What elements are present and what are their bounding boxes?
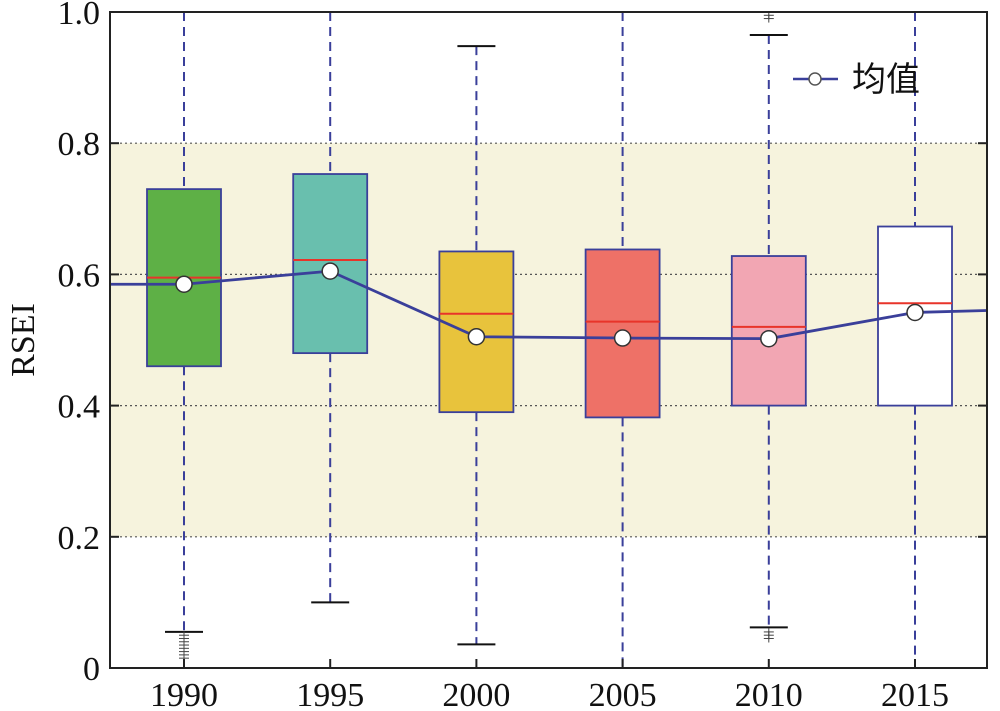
shaded-band xyxy=(110,143,987,537)
legend-marker-swatch xyxy=(808,72,822,86)
mean-marker-2015 xyxy=(906,303,924,322)
grid-lines xyxy=(110,142,987,538)
y-axis-title: RSEI xyxy=(5,303,42,377)
mean-marker-2000 xyxy=(467,327,486,346)
legend-label: 均值 xyxy=(852,60,920,100)
plot-background xyxy=(110,143,987,537)
whiskers xyxy=(165,11,916,668)
x-tick-label-1990: 1990 xyxy=(150,677,218,711)
mean-line xyxy=(110,262,988,348)
x-tick-label-2005: 2005 xyxy=(589,677,657,711)
mean-polyline xyxy=(110,269,988,341)
boxes xyxy=(146,173,953,419)
mean-marker-1990 xyxy=(175,275,193,293)
mean-marker-2010 xyxy=(760,329,778,348)
mean-marker-1995 xyxy=(321,262,339,280)
box-2005 xyxy=(584,248,661,419)
legend: 均值 xyxy=(793,60,920,100)
y-tick-label-2: 0.4 xyxy=(58,389,101,426)
x-tick-label-2000: 2000 xyxy=(442,677,510,711)
axes: 0 0.2 0.4 0.6 0.8 1.0 1990 1995 2000 2005 2010 2015 xyxy=(58,0,988,711)
plot-frame xyxy=(109,11,988,669)
y-tick-label-1: 0.2 xyxy=(58,520,101,557)
y-tick-label-0: 0 xyxy=(83,651,100,688)
y-tick-label-4: 0.8 xyxy=(58,126,101,163)
y-tick-label-3: 0.6 xyxy=(58,257,101,294)
mean-marker-2005 xyxy=(613,329,632,347)
y-tick-label-5: 1.0 xyxy=(58,0,101,32)
x-tick-label-1995: 1995 xyxy=(296,677,364,711)
x-tick-label-2015: 2015 xyxy=(881,677,949,711)
x-tick-label-2010: 2010 xyxy=(735,677,803,711)
